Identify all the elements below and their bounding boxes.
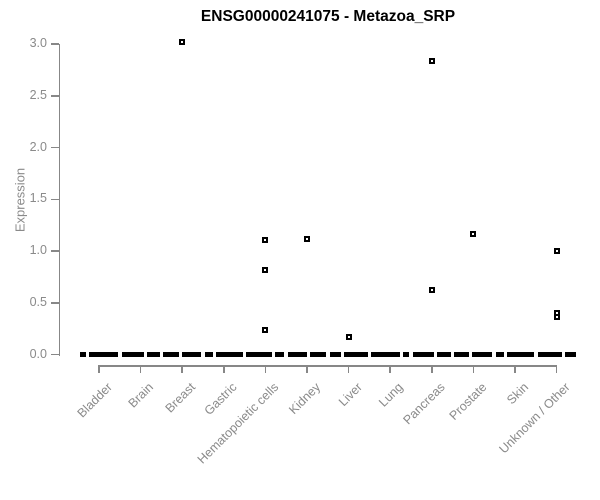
zero-cluster-bar — [204, 352, 214, 357]
y-tick — [51, 95, 59, 97]
outlier-point — [428, 57, 435, 64]
outlier-point — [262, 326, 269, 333]
outlier-point — [262, 236, 269, 243]
x-tick-label: Unknown / Other — [496, 380, 573, 457]
x-tick — [347, 365, 350, 373]
zero-cluster-bar — [454, 352, 469, 357]
zero-cluster-bar — [309, 352, 326, 357]
zero-cluster-bar — [288, 352, 307, 357]
x-tick — [98, 365, 100, 373]
x-axis-line — [98, 365, 558, 367]
zero-cluster-bar — [471, 352, 493, 357]
y-tick-label: 0.5 — [29, 294, 47, 309]
outlier-point — [470, 231, 477, 238]
zero-cluster-bar — [565, 352, 576, 357]
zero-cluster-bar — [537, 352, 563, 357]
zero-cluster-bar — [506, 352, 534, 357]
x-tick — [555, 365, 558, 373]
y-tick — [51, 146, 59, 149]
y-tick — [51, 43, 59, 45]
zero-cluster-bar — [412, 352, 435, 357]
x-tick — [472, 365, 475, 373]
x-tick — [223, 365, 225, 373]
zero-cluster-bar — [437, 352, 451, 357]
y-tick — [51, 198, 59, 200]
outlier-point — [428, 287, 435, 294]
outlier-point — [179, 38, 186, 45]
x-tick-label: Lung — [376, 380, 407, 410]
outlier-point — [345, 333, 352, 340]
y-tick-label: 1.5 — [29, 191, 47, 206]
x-tick-label: Skin — [503, 380, 531, 408]
y-tick-label: 2.0 — [29, 139, 47, 154]
y-tick — [51, 302, 59, 304]
x-tick-label: Brain — [125, 380, 157, 411]
zero-cluster-bar — [402, 352, 410, 357]
x-tick — [389, 365, 391, 373]
chart-title: ENSG00000241075 - Metazoa_SRP — [200, 8, 456, 25]
zero-cluster-bar — [246, 352, 272, 357]
y-tick-label: 3.0 — [29, 36, 47, 50]
zero-cluster-bar — [88, 352, 118, 357]
zero-cluster-bar — [496, 352, 504, 357]
zero-cluster-bar — [181, 352, 202, 357]
x-tick-label: Kidney — [285, 380, 323, 417]
zero-cluster-bar — [80, 352, 86, 357]
zero-cluster-bar — [371, 352, 400, 357]
outlier-point — [553, 314, 560, 321]
x-tick-label: Hematopoietic cells — [194, 380, 282, 467]
y-tick — [51, 353, 59, 356]
x-tick — [139, 365, 142, 373]
zero-cluster-bar — [163, 352, 179, 357]
outlier-point — [553, 248, 560, 254]
x-tick-label: Bladder — [74, 380, 115, 421]
x-tick-label: Breast — [162, 380, 199, 416]
x-tick-label: Gastric — [201, 380, 240, 418]
zero-cluster-bar — [216, 352, 243, 357]
y-tick-label: 0.0 — [29, 346, 47, 361]
y-axis-line — [58, 44, 60, 356]
x-tick — [181, 365, 183, 373]
zero-cluster-bar — [121, 352, 145, 357]
zero-cluster-bar — [147, 352, 160, 357]
y-tick-label: 2.5 — [29, 87, 47, 102]
x-tick — [431, 365, 433, 373]
zero-cluster-bar — [329, 352, 342, 357]
x-tick-label: Liver — [335, 380, 365, 410]
x-tick-label: Prostate — [446, 380, 490, 423]
y-tick-label: 1.0 — [29, 243, 47, 257]
zero-cluster-bar — [274, 352, 285, 357]
outlier-point — [262, 266, 269, 273]
outlier-point — [304, 235, 310, 242]
x-tick-label: Pancreas — [400, 380, 448, 428]
x-tick — [306, 365, 308, 373]
x-tick — [264, 365, 267, 373]
zero-cluster-bar — [344, 352, 368, 357]
y-tick — [51, 250, 59, 252]
x-tick — [514, 365, 516, 373]
